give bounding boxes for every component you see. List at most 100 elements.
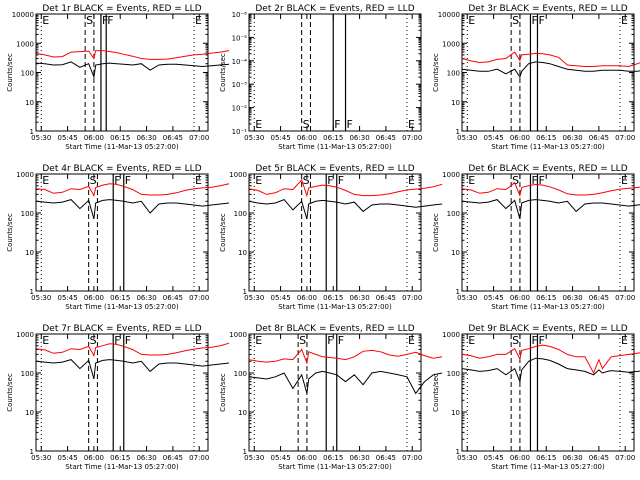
event-marker-label: S xyxy=(512,14,519,27)
x-tick-label: 06:00 xyxy=(510,454,530,462)
plot-frame xyxy=(35,173,209,292)
event-marker-label: F xyxy=(338,174,344,187)
y-tick-label: 10000 xyxy=(12,11,34,19)
x-tick-label: 05:30 xyxy=(457,454,477,462)
x-tick-label: 07:00 xyxy=(615,134,635,142)
event-marker-label: S xyxy=(303,118,310,131)
y-tick-label: 1000 xyxy=(442,171,460,179)
x-tick-label: 06:45 xyxy=(163,134,183,142)
panel-title: Det 8r BLACK = Events, RED = LLD xyxy=(255,324,414,334)
event-marker-label: E xyxy=(408,334,415,347)
x-tick-label: 06:00 xyxy=(84,294,104,302)
x-tick-label: 06:00 xyxy=(297,294,317,302)
x-tick-label: 06:45 xyxy=(376,134,396,142)
y-tick-label: 10⁻² xyxy=(232,105,248,113)
y-tick-label: 100 xyxy=(447,370,460,378)
event-marker-label: E xyxy=(621,174,628,187)
event-marker-label: F xyxy=(107,14,113,27)
event-marker-label: E xyxy=(468,14,475,27)
x-tick-label: 06:15 xyxy=(110,134,130,142)
panel-det-5: Det 5r BLACK = Events, RED = LLD 1 10 100 10… xyxy=(219,164,443,311)
x-tick-label: 06:15 xyxy=(536,454,556,462)
x-tick-label: 06:45 xyxy=(589,294,609,302)
y-tick-label: 100 xyxy=(21,210,34,218)
x-tick-label: 05:45 xyxy=(483,294,503,302)
x-tick-label: 07:00 xyxy=(189,454,209,462)
event-marker-label: F xyxy=(538,14,544,27)
event-marker-label: E xyxy=(621,14,628,27)
y-tick-label: 1 xyxy=(456,448,460,456)
x-tick-label: 06:00 xyxy=(84,454,104,462)
panel-det-2: Det 2r BLACK = Events, RED = LLD 10⁻¹ 10⁻²… xyxy=(219,4,422,151)
y-tick-label: 10⁻⁵ xyxy=(232,34,248,42)
x-tick-label: 06:45 xyxy=(589,134,609,142)
event-marker-label: F xyxy=(334,118,340,131)
y-tick-label: 1000 xyxy=(16,40,34,48)
x-tick-label: 06:45 xyxy=(163,454,183,462)
lld-series-line xyxy=(461,344,640,375)
plot-frame xyxy=(248,13,422,132)
x-tick-label: 07:00 xyxy=(402,294,422,302)
x-tick-label: 07:00 xyxy=(615,454,635,462)
x-tick-label: 07:00 xyxy=(189,134,209,142)
y-tick-label: 100 xyxy=(234,370,247,378)
x-tick-label: 05:30 xyxy=(457,134,477,142)
event-marker-label: E xyxy=(408,174,415,187)
y-tick-label: 10 xyxy=(238,409,247,417)
event-marker-label: F xyxy=(347,118,353,131)
y-tick-label: 1 xyxy=(456,128,460,136)
x-tick-label: 05:45 xyxy=(57,454,77,462)
y-tick-label: 1 xyxy=(30,448,34,456)
event-marker-label: F xyxy=(531,174,537,187)
event-marker-label: S xyxy=(90,334,97,347)
x-tick-label: 06:30 xyxy=(349,294,369,302)
plot-frame xyxy=(35,13,209,132)
x-tick-label: 05:45 xyxy=(270,134,290,142)
event-marker-label: F xyxy=(114,174,120,187)
panel-det-8: Det 8r BLACK = Events, RED = LLD 1 10 100 10… xyxy=(219,324,443,471)
x-axis-label: Start Time (11-Mar-13 05:27:00) xyxy=(491,303,605,311)
x-tick-label: 06:00 xyxy=(297,134,317,142)
y-tick-label: 10 xyxy=(25,409,34,417)
event-marker-label: E xyxy=(195,174,202,187)
event-marker-label: S xyxy=(512,174,519,187)
lld-series-line xyxy=(248,348,443,365)
y-axis-label: Counts/sec xyxy=(432,53,440,92)
x-axis-label: Start Time (11-Mar-13 05:27:00) xyxy=(65,303,179,311)
x-tick-label: 06:30 xyxy=(136,454,156,462)
y-tick-label: 10 xyxy=(25,249,34,257)
x-tick-label: 06:30 xyxy=(562,454,582,462)
y-tick-label: 100 xyxy=(234,210,247,218)
y-tick-label: 1000 xyxy=(16,331,34,339)
event-marker-label: E xyxy=(42,174,49,187)
x-tick-label: 05:45 xyxy=(483,454,503,462)
plot-frame xyxy=(35,333,209,452)
x-tick-label: 06:00 xyxy=(84,134,104,142)
lld-series-line xyxy=(35,183,230,197)
panel-title: Det 2r BLACK = Events, RED = LLD xyxy=(255,4,414,14)
x-tick-label: 05:30 xyxy=(244,134,264,142)
x-axis-label: Start Time (11-Mar-13 05:27:00) xyxy=(278,143,392,151)
y-tick-label: 10 xyxy=(25,99,34,107)
y-tick-label: 1 xyxy=(243,288,247,296)
x-tick-label: 06:45 xyxy=(376,454,396,462)
x-tick-label: 06:15 xyxy=(536,294,556,302)
y-tick-label: 100 xyxy=(447,70,460,78)
y-tick-label: 100 xyxy=(447,210,460,218)
y-axis-label: Counts/sec xyxy=(6,53,14,92)
event-marker-label: F xyxy=(531,14,537,27)
plot-frame xyxy=(248,333,422,452)
y-tick-label: 10000 xyxy=(438,11,460,19)
y-tick-label: 10⁻⁶ xyxy=(232,11,248,19)
y-tick-label: 1000 xyxy=(229,331,247,339)
event-marker-label: E xyxy=(408,118,415,131)
x-tick-label: 05:30 xyxy=(31,134,51,142)
lld-series-line xyxy=(461,181,640,198)
x-tick-label: 06:45 xyxy=(163,294,183,302)
events-series-line xyxy=(461,357,640,384)
y-tick-label: 10⁻³ xyxy=(232,81,248,89)
x-axis-label: Start Time (11-Mar-13 05:27:00) xyxy=(491,143,605,151)
event-marker-label: E xyxy=(621,334,628,347)
y-axis-label: Counts/sec xyxy=(219,53,227,92)
y-tick-label: 10 xyxy=(451,99,460,107)
